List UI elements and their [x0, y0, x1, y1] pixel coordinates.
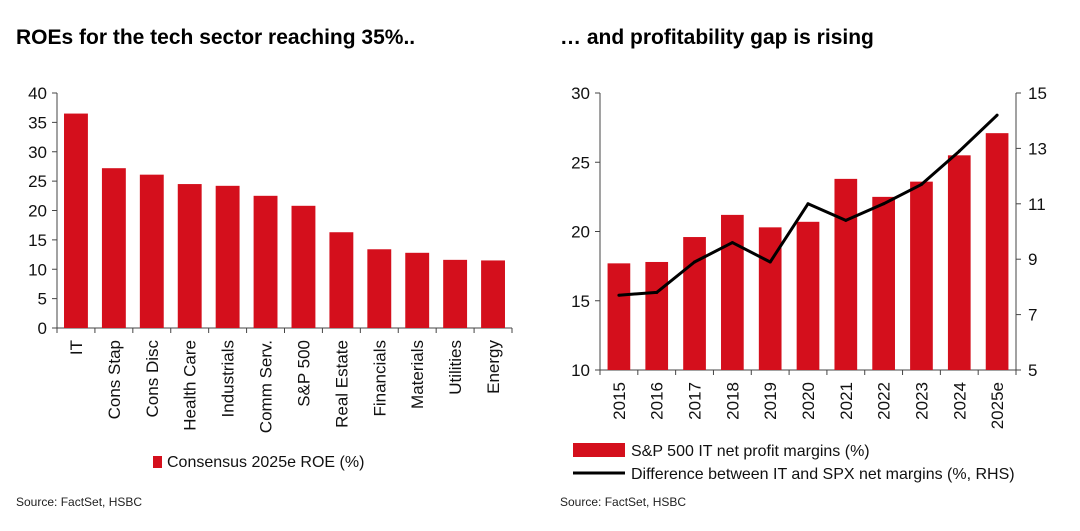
left-x-tick-label: IT [67, 340, 86, 355]
left-x-tick-label: Cons Stap [105, 340, 124, 419]
difference-point [655, 290, 659, 294]
right-x-tick-label: 2022 [875, 382, 894, 420]
bar-financials [367, 249, 392, 328]
left-x-tick-label: S&P 500 [294, 340, 313, 407]
right-y-tick-label: 25 [571, 153, 590, 172]
bar-margin-2018 [721, 214, 744, 370]
difference-point [806, 202, 810, 206]
bar-health-care [177, 184, 202, 328]
left-x-tick-label: Cons Disc [143, 340, 162, 418]
right-y-tick-label: 20 [571, 223, 590, 242]
difference-point [693, 260, 697, 264]
bar-margin-2015 [607, 263, 631, 370]
right-x-tick-label: 2019 [761, 382, 780, 420]
bar-margin-2016 [645, 261, 669, 370]
right-x-tick-label: 2021 [837, 382, 856, 420]
bar-cons-stap [101, 168, 126, 328]
right-y-tick-label: 30 [571, 84, 590, 103]
left-y-tick-label: 35 [28, 113, 47, 132]
right-y2-tick-label: 13 [1028, 139, 1047, 158]
margin-combo-chart: S&P 500 IT net profit margins (%) Differ… [571, 84, 1047, 483]
bar-cons-disc [139, 174, 164, 328]
right-x-tick-label: 2023 [912, 382, 931, 420]
left-y-tick-label: 40 [28, 84, 47, 103]
left-y-tick-label: 5 [38, 290, 47, 309]
bar-margin-2020 [796, 221, 820, 370]
left-x-tick-label: Materials [408, 340, 427, 409]
bar-margin-2022 [872, 196, 895, 370]
difference-point [617, 293, 621, 297]
bar-it [64, 113, 88, 328]
roe-bar-chart: Consensus 2025e ROE (%) 0 5 10 15 20 25 30 35 40… [28, 84, 513, 471]
bar-energy [481, 260, 505, 328]
bar-margin-2019 [758, 227, 782, 370]
right-chart-title: … and profitability gap is rising [560, 26, 874, 49]
left-y-tick-label: 15 [28, 231, 47, 250]
source-note-left: Source: FactSet, HSBC [16, 495, 143, 509]
right-x-tick-label: 2025e [988, 382, 1007, 429]
right-y-tick-label: 15 [571, 292, 590, 311]
difference-point [882, 202, 886, 206]
left-chart-title: ROEs for the tech sector reaching 35%.. [16, 26, 416, 49]
right-x-tick-label: 2018 [723, 382, 742, 420]
bar-s-p-500 [291, 205, 316, 328]
right-y2-tick-label: 5 [1028, 361, 1037, 380]
right-x-tick-label: 2017 [686, 382, 705, 420]
left-x-tick-label: Real Estate [332, 340, 351, 428]
right-x-tick-label: 2020 [799, 382, 818, 420]
left-y-tick-label: 0 [38, 319, 47, 338]
left-y-tick-label: 30 [28, 143, 47, 162]
legend-label-difference: Difference between IT and SPX net margin… [631, 466, 1015, 483]
right-y2-tick-label: 15 [1028, 84, 1047, 103]
right-legend: S&P 500 IT net profit margins (%) Differ… [573, 443, 1015, 483]
bar-margin-2025e [985, 133, 1009, 370]
source-note-right: Source: FactSet, HSBC [560, 495, 687, 509]
right-x-tick-label: 2024 [950, 382, 969, 420]
left-legend: Consensus 2025e ROE (%) [153, 454, 364, 471]
left-x-tick-label: Industrials [219, 340, 238, 417]
right-y2-tick-label: 7 [1028, 306, 1037, 325]
left-y-tick-label: 10 [28, 260, 47, 279]
legend-swatch-roe [153, 456, 162, 468]
legend-label-margins: S&P 500 IT net profit margins (%) [631, 443, 870, 460]
left-x-tick-label: Financials [370, 340, 389, 417]
right-y-tick-label: 10 [571, 361, 590, 380]
difference-point [768, 260, 772, 264]
right-y2-tick-label: 11 [1028, 195, 1046, 214]
left-x-tick-label: Utilities [446, 340, 465, 395]
difference-point [957, 149, 961, 153]
left-y-tick-label: 20 [28, 202, 47, 221]
right-x-tick-label: 2015 [610, 382, 629, 420]
right-y2-tick-label: 9 [1028, 250, 1037, 269]
difference-point [995, 113, 999, 117]
bar-margin-2024 [947, 155, 971, 370]
left-x-tick-label: Comm Serv. [257, 340, 276, 433]
bar-real-estate [329, 232, 354, 328]
bar-industrials [215, 185, 240, 328]
left-x-tick-label: Health Care [181, 340, 200, 431]
bar-margin-2023 [910, 181, 933, 370]
bar-margin-2021 [834, 178, 858, 370]
bar-materials [405, 252, 430, 328]
left-x-tick-label: Energy [484, 340, 503, 394]
left-y-tick-label: 25 [28, 172, 47, 191]
bar-margin-2017 [683, 237, 706, 370]
bar-comm-serv [253, 195, 278, 328]
right-x-tick-label: 2016 [648, 382, 667, 420]
difference-point [919, 182, 923, 186]
difference-point [730, 241, 734, 245]
legend-label-roe: Consensus 2025e ROE (%) [167, 454, 364, 471]
legend-swatch-margins [573, 443, 625, 457]
difference-point [844, 218, 848, 222]
bar-utilities [443, 259, 468, 328]
